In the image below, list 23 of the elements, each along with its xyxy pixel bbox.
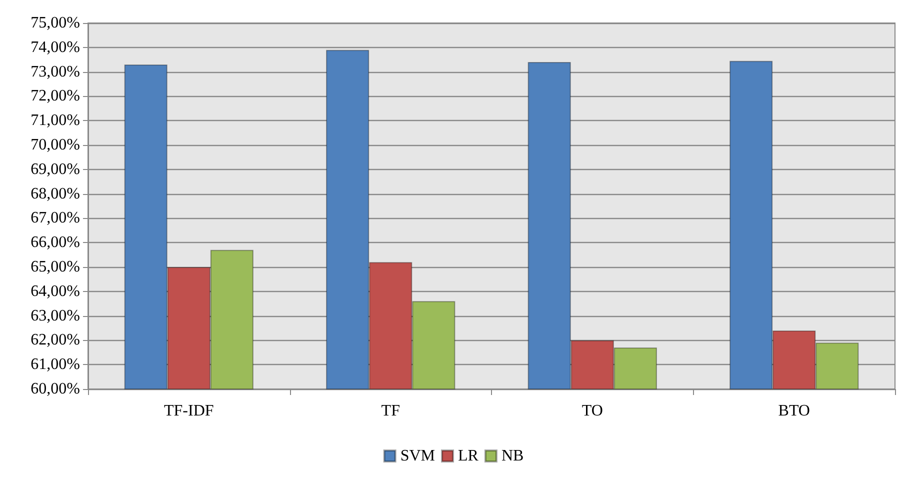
y-tick-label: 60,00% (30, 380, 80, 398)
y-tick-label: 73,00% (30, 63, 80, 80)
y-tick-label: 61,00% (30, 356, 80, 374)
x-tick-label: TF-IDF (164, 402, 214, 420)
y-tick-label: 64,00% (30, 282, 80, 300)
legend-label: SVM (400, 448, 436, 464)
legend-label: LR (458, 448, 479, 464)
y-tick-label: 63,00% (30, 307, 80, 324)
y-tick-label: 71,00% (30, 112, 80, 130)
y-tick-label: 69,00% (30, 160, 80, 178)
x-tick-label: TO (582, 402, 603, 420)
y-tick-label: 72,00% (30, 88, 80, 105)
y-tick-label: 70,00% (30, 136, 80, 154)
y-tick-label: 65,00% (30, 258, 80, 276)
y-tick-label: 68,00% (30, 185, 80, 202)
legend-label: NB (501, 448, 524, 464)
x-tick-label: BTO (778, 402, 810, 420)
y-tick-label: 74,00% (30, 38, 80, 56)
y-tick-label: 75,00% (30, 14, 80, 32)
y-tick-label: 67,00% (30, 210, 80, 227)
y-tick-label: 66,00% (30, 234, 80, 252)
y-tick-label: 62,00% (30, 332, 80, 349)
x-tick-label: TF (381, 402, 400, 420)
